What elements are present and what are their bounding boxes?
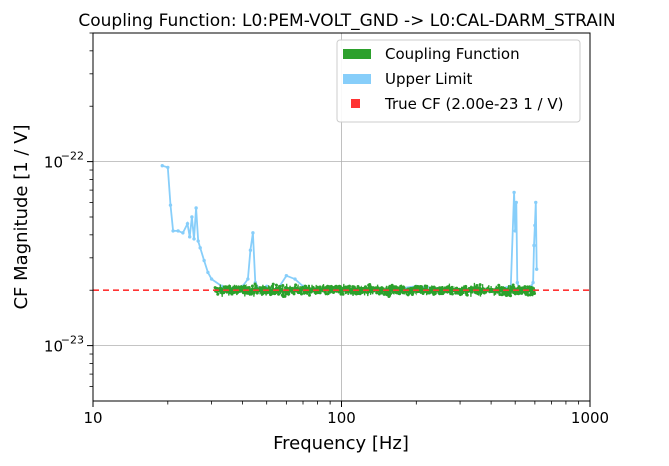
upper-limit-point (194, 206, 198, 210)
upper-limit-point (284, 273, 289, 278)
coupling-function-point (478, 283, 482, 287)
legend-swatch-upper-limit (343, 74, 371, 84)
x-axis: 10 100 1000 (83, 401, 609, 427)
upper-limit-point (248, 248, 253, 252)
upper-limit-point (176, 229, 180, 233)
upper-limit-point (513, 229, 517, 233)
legend-label-upper-limit: Upper Limit (385, 70, 472, 88)
upper-limit-point (531, 280, 535, 285)
upper-limit-point (171, 229, 175, 233)
upper-limit-point (198, 246, 202, 250)
y-tick-exponent: −22 (61, 150, 84, 163)
upper-limit-point (534, 200, 538, 205)
legend: Coupling Function Upper Limit True CF (2… (336, 39, 581, 123)
coupling-function-point (281, 284, 285, 288)
x-tick-label: 100 (327, 409, 356, 427)
upper-limit-point (533, 223, 537, 228)
legend-swatch-true-cf (351, 99, 360, 108)
coupling-function-point (475, 283, 479, 287)
upper-limit-point (181, 231, 185, 235)
upper-limit-point (515, 280, 520, 285)
upper-limit-point (166, 165, 170, 170)
upper-limit-point (192, 237, 196, 241)
upper-limit-point (190, 215, 194, 219)
upper-limit-point (188, 235, 192, 239)
coupling-function-point (283, 294, 287, 298)
x-axis-label: Frequency [Hz] (273, 433, 409, 454)
legend-label-true-cf: True CF (2.00e-23 1 / V) (384, 95, 564, 113)
chart-title: Coupling Function: L0:PEM-VOLT_GND -> L0… (78, 11, 615, 31)
legend-label-coupling-function: Coupling Function (385, 45, 520, 63)
upper-limit-point (532, 243, 536, 248)
y-axis-label: CF Magnitude [1 / V] (11, 124, 32, 309)
legend-box (336, 39, 581, 123)
upper-limit-point (185, 221, 190, 226)
x-tick-label: 10 (83, 409, 102, 427)
upper-limit-point (168, 203, 173, 207)
upper-limit-point (246, 277, 250, 281)
x-tick-label: 1000 (571, 409, 609, 427)
upper-limit-point (202, 258, 206, 263)
upper-limit-point (534, 267, 539, 271)
y-tick-label: 10 (44, 338, 63, 356)
upper-limit-point (293, 277, 297, 281)
upper-limit-point (160, 164, 164, 168)
y-tick-label: 10 (44, 154, 63, 172)
upper-limit-point (514, 200, 518, 205)
upper-limit-point (196, 239, 200, 243)
y-tick-exponent: −23 (61, 334, 84, 347)
legend-swatch-coupling-function (343, 49, 371, 59)
upper-limit-point (209, 277, 214, 281)
upper-limit-point (512, 190, 516, 195)
upper-limit-point (251, 231, 255, 235)
upper-limit-point (206, 270, 210, 275)
